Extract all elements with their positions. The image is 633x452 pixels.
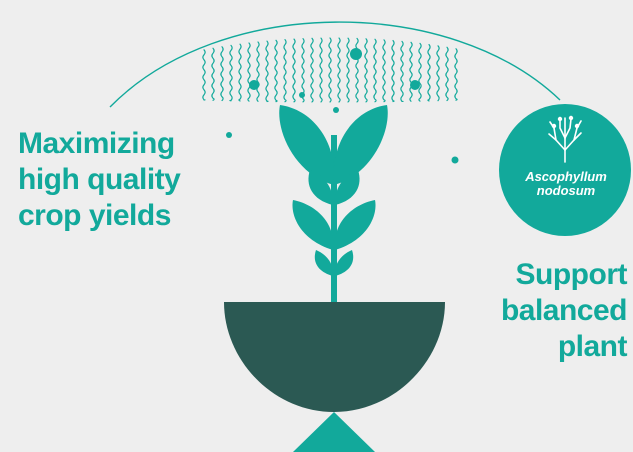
seaweed-icon (548, 115, 582, 163)
rain-line (427, 43, 431, 102)
right-headline-line: plant (557, 330, 628, 363)
badge-label-line: nodosum (536, 183, 596, 198)
rain-line (445, 46, 449, 102)
rain-line (355, 37, 359, 103)
rain-line (265, 40, 269, 103)
rain-line (364, 38, 368, 103)
rain-line (454, 48, 458, 101)
dome-arc (109, 21, 561, 108)
rain-line (247, 42, 251, 102)
rain-line (211, 47, 215, 101)
rain-lines (202, 37, 458, 103)
left-headline-line: crop yields (18, 199, 171, 232)
rain-line (238, 43, 242, 102)
rain-line (328, 37, 332, 103)
rain-line (202, 49, 206, 101)
rain-line (346, 37, 350, 103)
plant-icon (279, 105, 388, 307)
rain-line (436, 45, 440, 102)
rain-line (418, 42, 422, 102)
rain-line (337, 37, 341, 103)
rain-line (391, 39, 395, 103)
rain-line (256, 41, 260, 102)
rain-line (292, 38, 296, 103)
rain-line (319, 37, 323, 103)
badge-label: Ascophyllum nodosum (504, 170, 628, 198)
badge-label-line: Ascophyllum (525, 169, 607, 184)
rain-line (229, 44, 233, 102)
left-headline-line: Maximizing (18, 127, 175, 160)
rain-line (409, 41, 413, 102)
nutrient-dots (226, 48, 459, 164)
pot-bowl (224, 302, 445, 412)
rain-line (382, 39, 386, 103)
rain-line (310, 37, 314, 103)
right-headline: Support balanced plant (500, 257, 628, 365)
left-headline-line: high quality (18, 163, 181, 196)
right-headline-line: Support (515, 258, 628, 291)
rain-line (220, 46, 224, 102)
rain-line (400, 40, 404, 103)
rain-line (373, 38, 377, 103)
rain-line (283, 39, 287, 103)
base-triangle (293, 412, 375, 452)
right-headline-line: balanced (500, 294, 628, 327)
rain-line (274, 39, 278, 103)
badge-circle (499, 104, 631, 236)
left-headline: Maximizing high quality crop yields (18, 126, 181, 234)
